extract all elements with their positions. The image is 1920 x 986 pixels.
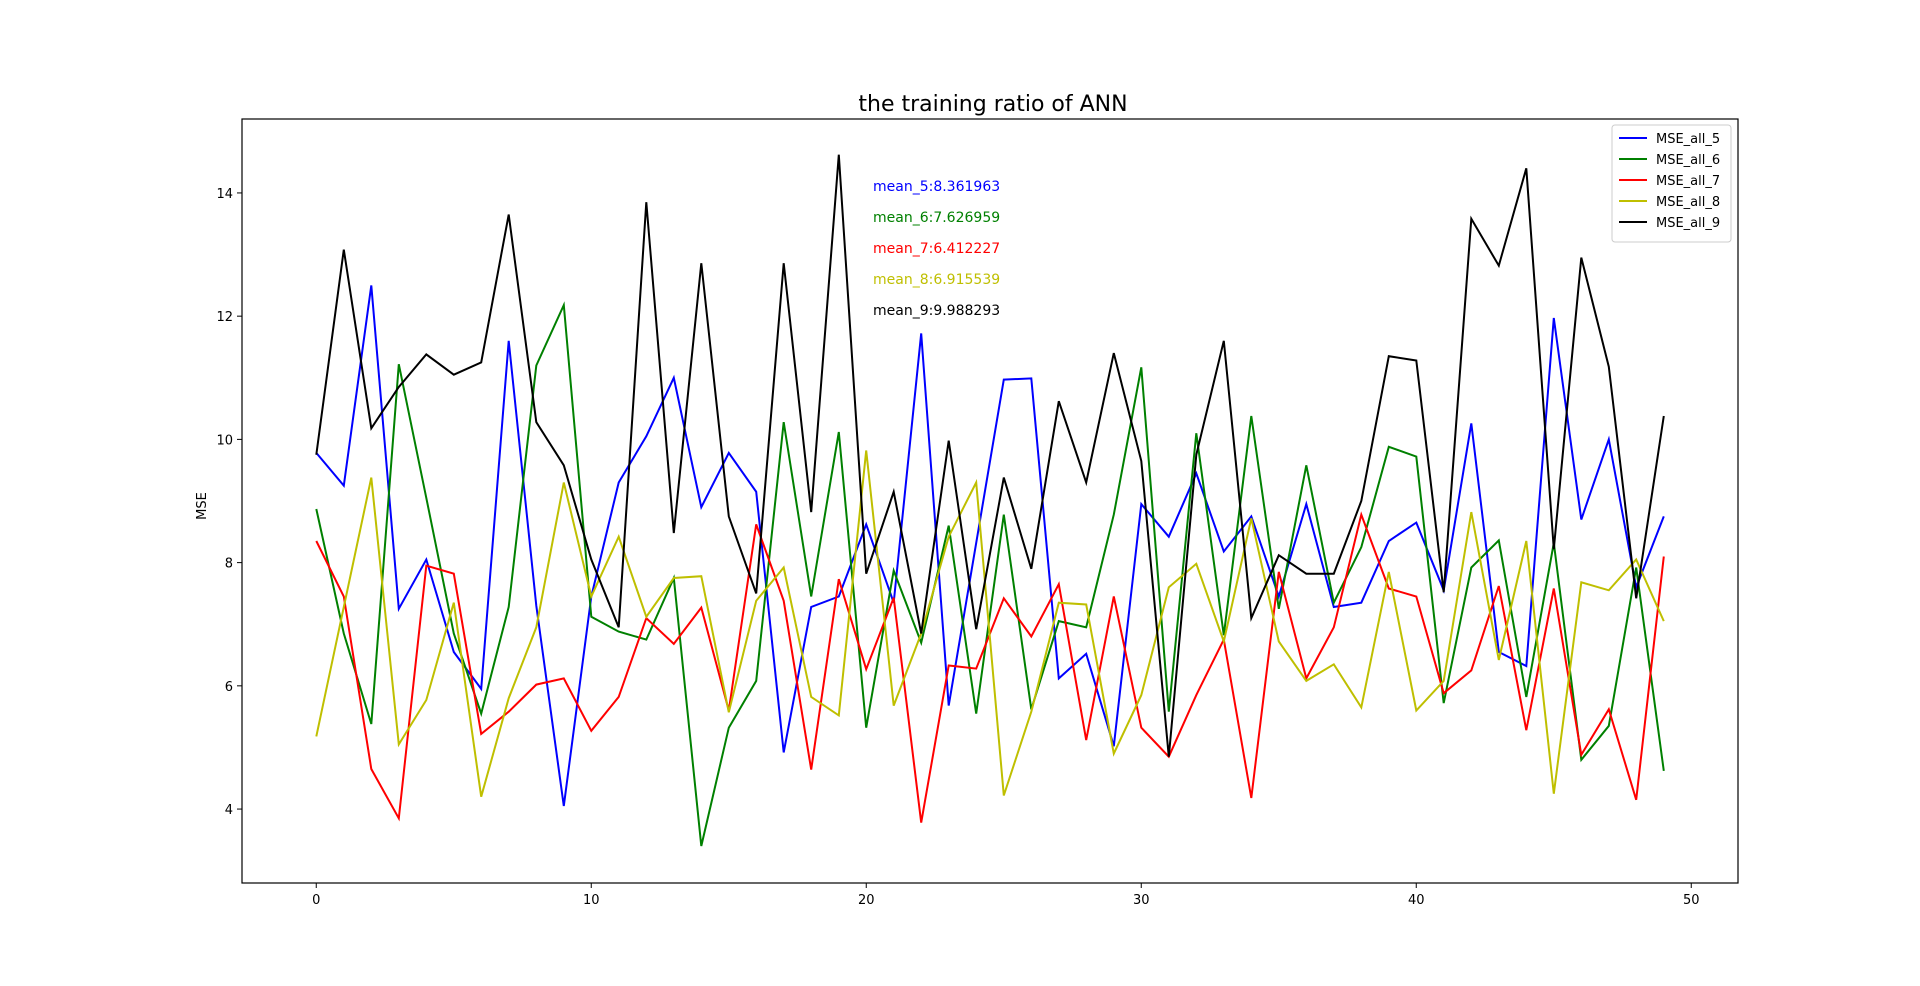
legend-label: MSE_all_7 — [1656, 174, 1720, 189]
series-line-MSE_all_8 — [315, 450, 1665, 797]
mean-annotation: mean_8:6.915539 — [873, 272, 1000, 288]
legend-label: MSE_all_8 — [1656, 195, 1720, 210]
mean-annotation: mean_7:6.412227 — [873, 241, 1000, 257]
y-tick-label: 4 — [225, 803, 233, 818]
y-tick-label: 12 — [216, 310, 233, 325]
mean-annotation: mean_5:8.361963 — [873, 179, 1000, 195]
y-tick-label: 14 — [216, 187, 233, 202]
legend-label: MSE_all_5 — [1656, 132, 1720, 147]
legend-box — [1611, 124, 1732, 243]
y-tick-label: 6 — [225, 680, 233, 695]
mean-annotation: mean_9:9.988293 — [873, 303, 1000, 319]
x-tick-label: 10 — [583, 893, 600, 908]
x-tick-label: 50 — [1683, 893, 1700, 908]
series-line-MSE_all_5 — [315, 285, 1665, 807]
y-axis-label: MSE — [195, 492, 210, 520]
legend-label: MSE_all_9 — [1656, 216, 1720, 231]
chart-title: the training ratio of ANN — [858, 92, 1127, 117]
y-tick-label: 10 — [216, 433, 233, 448]
mean-annotations: mean_5:8.361963 mean_6:7.626959 mean_7:6.4… — [873, 179, 1000, 319]
mean-annotation: mean_6:7.626959 — [873, 210, 1000, 226]
x-tick-label: 0 — [312, 893, 320, 908]
series-line-MSE_all_6 — [315, 301, 1665, 847]
legend: MSE_all_5 MSE_all_6 MSE_all_7 MSE_all_8 MSE_… — [1611, 124, 1732, 243]
series-line-MSE_all_9 — [315, 154, 1665, 757]
x-tick-label: 20 — [858, 893, 875, 908]
x-tick-label: 40 — [1408, 893, 1425, 908]
y-tick-label: 8 — [225, 557, 233, 572]
plot-area: 0 10 20 30 40 50 4 6 8 10 12 14 — [216, 118, 1739, 908]
x-tick-label: 30 — [1133, 893, 1150, 908]
legend-label: MSE_all_6 — [1656, 153, 1720, 168]
axes-frame — [241, 118, 1739, 884]
